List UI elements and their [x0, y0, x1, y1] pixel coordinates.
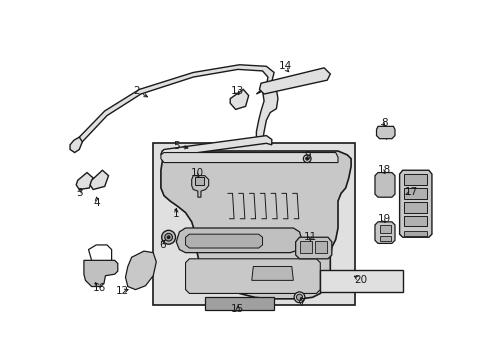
- Polygon shape: [70, 137, 82, 153]
- Text: 4: 4: [94, 198, 100, 208]
- Text: 6: 6: [159, 240, 165, 250]
- Text: 9: 9: [304, 152, 311, 161]
- Polygon shape: [191, 176, 208, 197]
- Polygon shape: [76, 65, 274, 147]
- Bar: [404, 188, 427, 199]
- Polygon shape: [176, 228, 302, 253]
- Text: 2: 2: [133, 86, 140, 96]
- Bar: [194, 177, 203, 185]
- Circle shape: [296, 294, 302, 300]
- Polygon shape: [295, 237, 331, 259]
- Polygon shape: [161, 136, 271, 157]
- Circle shape: [303, 155, 310, 163]
- Polygon shape: [185, 259, 320, 293]
- Polygon shape: [374, 172, 394, 197]
- Circle shape: [164, 233, 172, 241]
- Polygon shape: [161, 151, 350, 299]
- Text: 10: 10: [190, 167, 203, 177]
- Circle shape: [162, 230, 175, 244]
- Polygon shape: [185, 234, 262, 248]
- Bar: [404, 216, 427, 226]
- Bar: [404, 231, 427, 236]
- Polygon shape: [259, 68, 329, 94]
- Bar: [299, 241, 311, 253]
- Polygon shape: [374, 222, 394, 243]
- Text: 13: 13: [231, 86, 244, 96]
- Polygon shape: [76, 172, 93, 189]
- Text: 20: 20: [354, 275, 367, 285]
- Polygon shape: [125, 251, 156, 289]
- Bar: [380, 225, 390, 233]
- Text: 1: 1: [173, 209, 179, 219]
- Polygon shape: [251, 266, 293, 280]
- Text: 7: 7: [297, 298, 304, 308]
- Text: 17: 17: [404, 187, 417, 197]
- Circle shape: [305, 157, 308, 160]
- Bar: [404, 174, 427, 185]
- Polygon shape: [256, 86, 277, 143]
- Polygon shape: [376, 126, 394, 139]
- Bar: [404, 202, 427, 213]
- Polygon shape: [90, 170, 108, 189]
- Circle shape: [293, 292, 305, 303]
- Text: 12: 12: [116, 286, 129, 296]
- Polygon shape: [230, 89, 248, 109]
- Text: 18: 18: [377, 165, 390, 175]
- Bar: [320, 270, 403, 292]
- Text: 3: 3: [76, 188, 82, 198]
- Bar: [204, 297, 274, 310]
- Text: 19: 19: [377, 214, 390, 224]
- Bar: [314, 241, 326, 253]
- Text: 15: 15: [231, 304, 244, 314]
- Polygon shape: [399, 170, 431, 237]
- Polygon shape: [161, 153, 337, 163]
- Bar: [153, 143, 354, 305]
- Circle shape: [167, 236, 170, 239]
- Text: 8: 8: [380, 117, 386, 127]
- Text: 5: 5: [173, 141, 179, 150]
- Text: 16: 16: [93, 283, 106, 293]
- Bar: [380, 236, 390, 241]
- Polygon shape: [84, 260, 118, 287]
- Text: 11: 11: [303, 232, 316, 242]
- Text: 14: 14: [279, 61, 292, 71]
